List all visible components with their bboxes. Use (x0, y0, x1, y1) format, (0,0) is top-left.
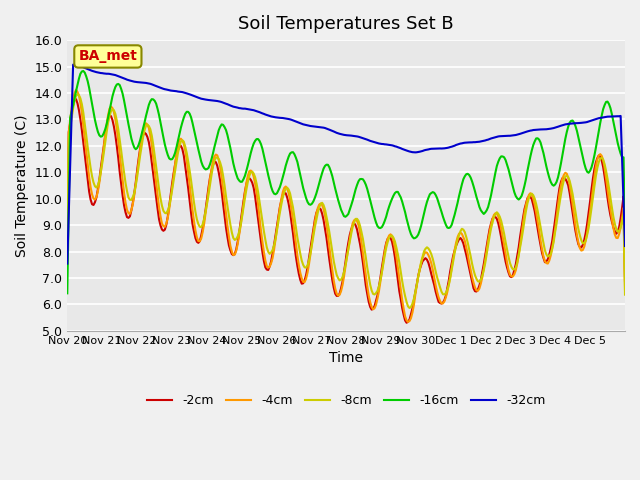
-2cm (101, 133, 109, 139)
X-axis label: Time: Time (329, 351, 363, 365)
-4cm (352, 216, 360, 222)
-32cm (621, 243, 629, 249)
Y-axis label: Soil Temperature (C): Soil Temperature (C) (15, 114, 29, 257)
-8cm (74, 92, 81, 97)
Line: -32cm: -32cm (67, 65, 625, 264)
-32cm (63, 261, 71, 266)
Line: -8cm: -8cm (67, 95, 625, 308)
-16cm (352, 187, 360, 192)
Line: -4cm: -4cm (67, 90, 625, 322)
-32cm (618, 156, 626, 162)
-16cm (463, 171, 470, 177)
-2cm (63, 243, 71, 249)
-2cm (72, 96, 80, 102)
-4cm (547, 252, 555, 258)
Legend: -2cm, -4cm, -8cm, -16cm, -32cm: -2cm, -4cm, -8cm, -16cm, -32cm (142, 389, 550, 412)
-2cm (352, 222, 360, 228)
-4cm (404, 319, 412, 325)
-16cm (79, 68, 87, 74)
-16cm (63, 290, 71, 296)
-2cm (547, 246, 555, 252)
-32cm (84, 66, 92, 72)
-8cm (101, 140, 109, 146)
Line: -2cm: -2cm (67, 99, 625, 323)
-16cm (621, 231, 629, 237)
-2cm (84, 178, 92, 183)
-8cm (352, 216, 360, 222)
Title: Soil Temperatures Set B: Soil Temperatures Set B (238, 15, 454, 33)
-32cm (69, 62, 77, 68)
-16cm (618, 154, 626, 160)
-2cm (620, 193, 627, 199)
-8cm (63, 248, 71, 253)
-4cm (101, 132, 109, 138)
-16cm (545, 175, 553, 180)
-4cm (63, 245, 71, 251)
Text: BA_met: BA_met (79, 49, 138, 63)
-2cm (621, 278, 629, 284)
-8cm (84, 144, 92, 150)
-4cm (620, 205, 627, 211)
-8cm (464, 240, 472, 246)
-32cm (463, 140, 470, 145)
-32cm (545, 126, 553, 132)
-32cm (352, 133, 360, 139)
-8cm (621, 292, 629, 298)
-32cm (101, 71, 109, 76)
-4cm (84, 161, 92, 167)
-8cm (406, 305, 413, 311)
-16cm (101, 127, 109, 132)
-4cm (464, 251, 472, 257)
-8cm (547, 251, 555, 257)
-16cm (84, 78, 92, 84)
-4cm (72, 87, 80, 93)
-2cm (403, 320, 410, 325)
Line: -16cm: -16cm (67, 71, 625, 293)
-8cm (620, 212, 627, 217)
-4cm (621, 286, 629, 292)
-2cm (464, 259, 472, 264)
